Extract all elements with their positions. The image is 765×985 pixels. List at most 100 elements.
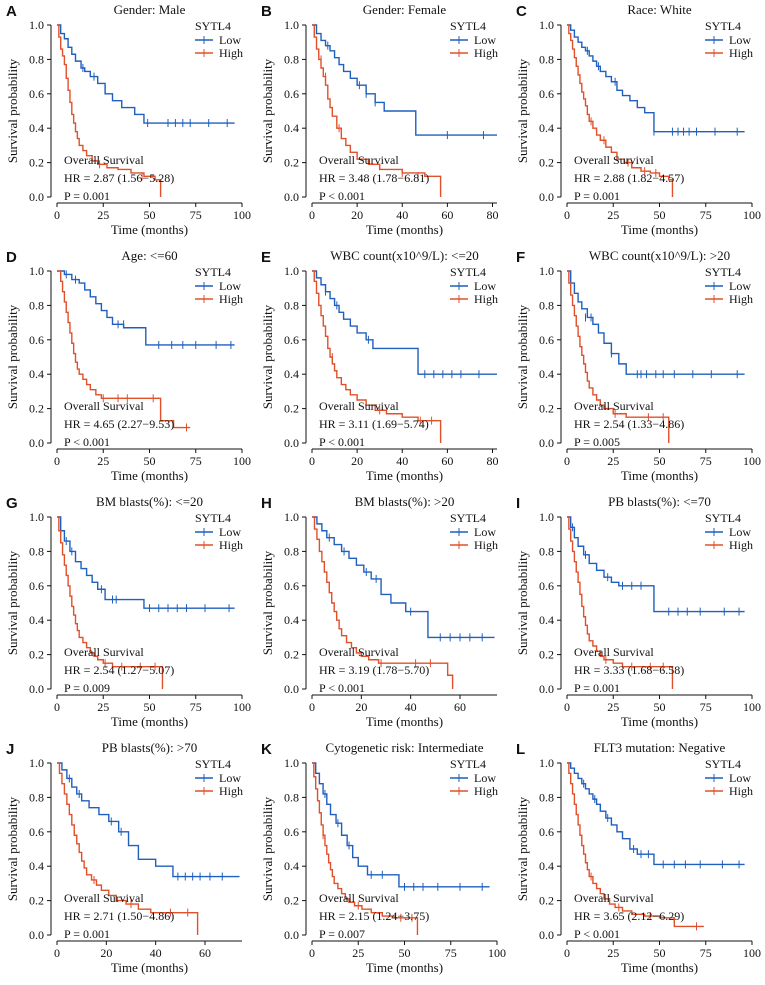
km-curve-high: [567, 270, 670, 443]
panel-title: Race: White: [627, 2, 692, 17]
panel-title: PB blasts(%): <=70: [608, 494, 711, 509]
legend-label-low: Low: [729, 279, 751, 293]
y-tick-label: 0.4: [539, 613, 554, 627]
x-tick-label: 40: [405, 700, 417, 714]
y-tick-label: 0.4: [284, 121, 299, 135]
y-axis-label: Survival probability: [515, 796, 530, 901]
y-tick-label: 0.2: [29, 648, 44, 662]
y-tick-label: 0.2: [284, 894, 299, 908]
y-tick-label: 0.4: [29, 859, 44, 873]
legend-title: SYTL4: [195, 757, 231, 771]
km-curve-low: [567, 270, 745, 375]
x-tick-label: 0: [564, 700, 570, 714]
y-tick-label: 0.0: [539, 682, 554, 696]
x-tick-label: 0: [309, 946, 315, 960]
legend-label-low: Low: [474, 33, 496, 47]
panel-h: H BM blasts(%): >20 0.0 0.2 0.4 0.6 0.8 1.0 0 20 4…: [260, 494, 498, 729]
y-axis-label: Survival probability: [260, 550, 275, 655]
x-tick-label: 60: [441, 454, 453, 468]
y-tick-label: 0.0: [29, 928, 44, 942]
x-tick-label: 0: [54, 700, 60, 714]
km-curve-low: [312, 270, 497, 375]
hazard-ratio: HR = 2.15 (1.24−3.75): [319, 909, 429, 923]
y-tick-label: 0.2: [284, 402, 299, 416]
y-tick-label: 0.2: [539, 648, 554, 662]
x-tick-label: 25: [352, 946, 364, 960]
hazard-ratio: HR = 3.11 (1.69−5.74): [319, 417, 429, 431]
panel-title: Gender: Female: [363, 2, 447, 17]
panel-title: BM blasts(%): >20: [355, 494, 455, 509]
panel-letter: A: [6, 3, 17, 20]
y-tick-label: 1.0: [29, 264, 44, 278]
hazard-ratio: HR = 2.71 (1.50−4.86): [64, 909, 174, 923]
y-axis-label: Survival probability: [515, 550, 530, 655]
y-tick-label: 0.6: [539, 825, 554, 839]
legend-label-low: Low: [219, 771, 241, 785]
y-tick-label: 0.8: [29, 790, 44, 804]
x-tick-label: 100: [233, 700, 251, 714]
km-curve-low: [57, 24, 235, 124]
y-tick-label: 0.4: [284, 367, 299, 381]
y-axis-label: Survival probability: [515, 304, 530, 409]
km-curve-low: [57, 270, 235, 346]
hazard-ratio: HR = 3.19 (1.78−5.70): [319, 663, 429, 677]
hazard-ratio: HR = 3.65 (2.12−6.29): [574, 909, 684, 923]
x-tick-label: 50: [654, 208, 666, 222]
panel-f: F WBC count(x10^9/L): >20 0.0 0.2 0.4 0.6 0.8 1…: [515, 248, 761, 483]
x-tick-label: 100: [743, 208, 761, 222]
legend-label-low: Low: [219, 525, 241, 539]
panel-letter: C: [516, 3, 527, 20]
stat-heading: Overall Survival: [64, 153, 144, 167]
x-axis-label: Time (months): [366, 468, 443, 483]
legend-title: SYTL4: [450, 265, 486, 279]
x-tick-label: 100: [488, 946, 506, 960]
panel-title: Cytogenetic risk: Intermediate: [325, 740, 483, 755]
x-tick-label: 25: [607, 700, 619, 714]
km-curve-low: [567, 24, 745, 133]
panel-letter: G: [6, 495, 18, 512]
x-tick-label: 20: [351, 208, 363, 222]
y-tick-label: 0.2: [539, 156, 554, 170]
legend-label-high: High: [474, 46, 498, 60]
legend-label-low: Low: [729, 771, 751, 785]
x-tick-label: 75: [700, 946, 712, 960]
x-tick-label: 0: [54, 946, 60, 960]
p-value: P = 0.009: [64, 681, 110, 695]
stat-heading: Overall Survival: [319, 153, 399, 167]
y-tick-label: 0.8: [284, 544, 299, 558]
x-tick-label: 40: [396, 208, 408, 222]
stat-heading: Overall Survival: [319, 891, 399, 905]
y-tick-label: 0.8: [284, 52, 299, 66]
y-tick-label: 0.6: [284, 87, 299, 101]
stat-heading: Overall Survival: [574, 399, 654, 413]
stat-heading: Overall Survival: [64, 891, 144, 905]
legend-label-high: High: [474, 538, 498, 552]
x-tick-label: 0: [564, 454, 570, 468]
panel-letter: F: [516, 249, 525, 266]
y-axis-label: Survival probability: [5, 304, 20, 409]
hazard-ratio: HR = 2.54 (1.27−5.07): [64, 663, 174, 677]
legend-label-low: Low: [729, 525, 751, 539]
km-curve-high: [312, 762, 419, 935]
panel-title: BM blasts(%): <=20: [96, 494, 203, 509]
legend-title: SYTL4: [450, 19, 486, 33]
y-axis-label: Survival probability: [260, 58, 275, 163]
x-axis-label: Time (months): [111, 714, 188, 729]
x-tick-label: 100: [743, 454, 761, 468]
y-tick-label: 0.8: [29, 298, 44, 312]
y-tick-label: 0.6: [29, 579, 44, 593]
x-tick-label: 25: [97, 208, 109, 222]
legend-title: SYTL4: [450, 511, 486, 525]
stat-heading: Overall Survival: [574, 891, 654, 905]
legend-label-high: High: [219, 46, 243, 60]
panel-j: J PB blasts(%): >70 0.0 0.2 0.4 0.6 0.8 1.0 0 20 4…: [5, 740, 243, 975]
km-curve-low: [312, 762, 490, 888]
y-tick-label: 0.4: [539, 367, 554, 381]
x-tick-label: 0: [54, 208, 60, 222]
y-tick-label: 0.0: [539, 436, 554, 450]
y-tick-label: 0.8: [539, 790, 554, 804]
y-tick-label: 1.0: [284, 18, 299, 32]
y-axis-label: Survival probability: [515, 58, 530, 163]
panel-letter: I: [516, 495, 520, 512]
